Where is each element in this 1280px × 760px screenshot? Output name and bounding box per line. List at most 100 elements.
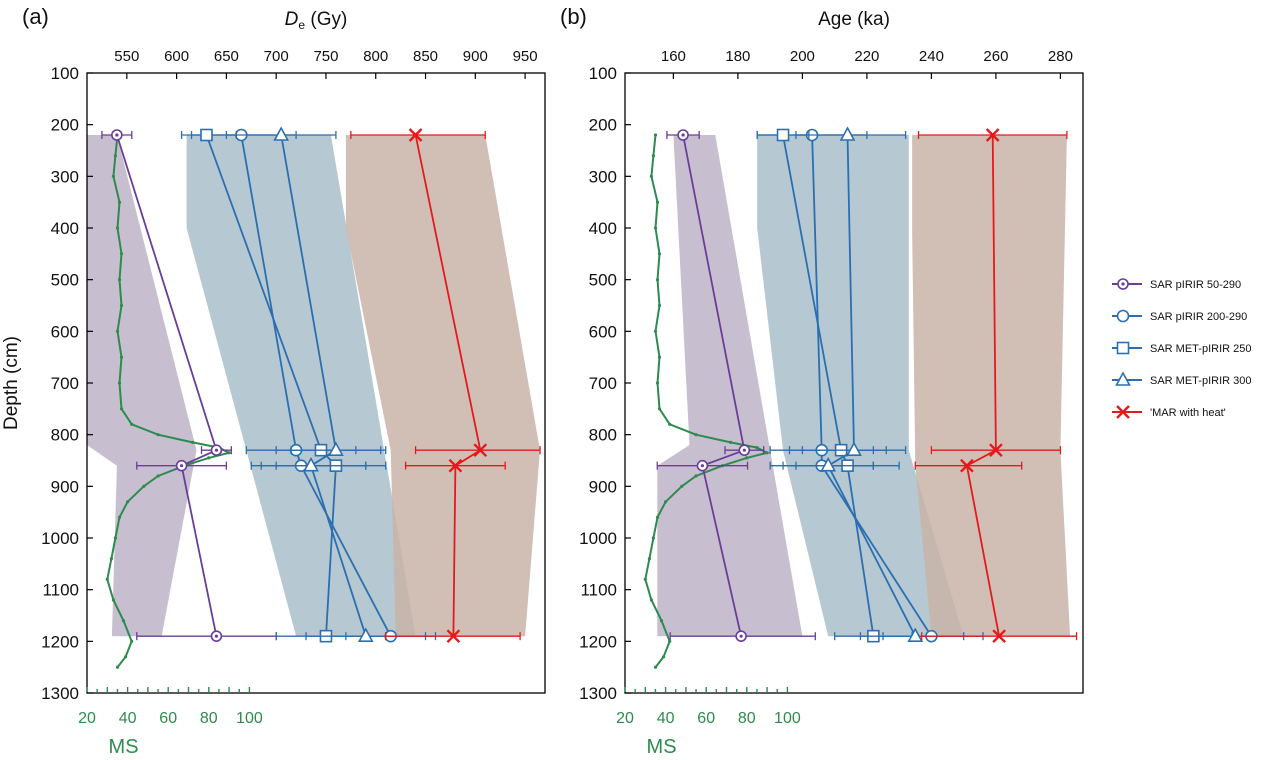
x-tick-label: 650: [214, 48, 239, 65]
ms-point: [657, 252, 662, 256]
y-tick-label: 1200: [579, 632, 617, 651]
x-tick-label: 950: [513, 48, 538, 65]
legend-label: SAR MET-pIRIR 250: [1150, 343, 1251, 355]
y-tick-label: 600: [589, 322, 617, 341]
y-tick-label: 700: [589, 374, 617, 393]
marker-triangle: [357, 627, 374, 642]
ms-point: [227, 451, 231, 455]
series-line: [965, 134, 1000, 637]
marker-square: [1116, 341, 1130, 355]
legend: SAR pIRIR 50-290 SAR pIRIR 200-290 SAR MET…: [1112, 278, 1251, 419]
ms-tick-label: 20: [616, 710, 634, 727]
panel-b: 100 200 300 400 500 600 700 800 900 1000 1100 1200 1…: [560, 4, 1084, 758]
x-tick-label: 750: [313, 48, 338, 65]
legend-label: SAR pIRIR 200-290: [1150, 311, 1247, 323]
marker-x: [448, 458, 463, 473]
x-tick-label: 800: [363, 48, 388, 65]
y-tick-label: 1200: [41, 632, 79, 651]
panel-a: 100 200 300 400 500 600 700 800 900 1000 1100 1200 1…: [1, 4, 546, 758]
ms-point: [653, 665, 658, 669]
series-line: [782, 134, 875, 637]
ms-point: [647, 557, 652, 561]
ms-point: [664, 500, 668, 504]
ms-point: [156, 433, 160, 437]
ms-point: [156, 474, 160, 478]
ms-point: [117, 200, 122, 204]
y-tick-label: 1000: [579, 529, 617, 548]
marker-x: [446, 629, 461, 644]
x-tick-label: 260: [983, 48, 1008, 65]
marker-circle: [1116, 309, 1130, 323]
ms-point: [115, 226, 120, 230]
ms-point: [119, 252, 124, 256]
ms-point: [105, 577, 109, 581]
legend-item: SAR pIRIR 50-290: [1112, 278, 1241, 291]
ms-point: [653, 329, 658, 333]
uncertainty-band: [657, 135, 803, 637]
ms-point: [115, 329, 120, 333]
y-tick-label: 1300: [41, 684, 79, 703]
y-tick-label: 1000: [41, 529, 79, 548]
ms-point: [657, 407, 662, 411]
x-tick-label: 240: [919, 48, 944, 65]
ms-point: [668, 422, 672, 426]
y-tick-label: 300: [51, 167, 79, 186]
x-tick-label: 850: [413, 48, 438, 65]
ms-point: [694, 474, 698, 478]
marker-x: [992, 629, 1006, 644]
marker-x: [985, 128, 1000, 142]
marker-triangle: [303, 456, 319, 472]
ms-point: [765, 451, 769, 455]
marker-triangle: [273, 126, 289, 141]
x-tick-label: 180: [725, 48, 750, 65]
uncertainty-band: [345, 135, 540, 637]
ms-point: [745, 456, 749, 460]
marker-x: [408, 128, 423, 142]
legend-item: 'MAR with heat': [1112, 405, 1226, 419]
legend-item: SAR pIRIR 200-290: [1112, 309, 1247, 323]
panel-label: (a): [22, 4, 49, 29]
marker-triangle: [328, 441, 344, 456]
uncertainty-band: [186, 135, 416, 637]
ms-tick-label: 40: [657, 710, 675, 727]
y-tick-label: 1100: [580, 581, 617, 600]
panel-label: (b): [560, 4, 587, 29]
ms-point: [142, 484, 146, 488]
ms-point: [117, 381, 122, 385]
ms-point: [119, 303, 124, 308]
marker-square: [200, 128, 213, 142]
marker-dot: [115, 133, 119, 137]
marker-dot: [214, 634, 219, 638]
ms-point: [651, 536, 656, 540]
ms-point: [117, 278, 122, 282]
ms-tick-label: 60: [697, 710, 715, 727]
ms-point: [653, 133, 658, 137]
series-line: [682, 134, 746, 637]
ms-tick-label: 100: [236, 710, 263, 727]
ms-point: [655, 200, 660, 204]
y-tick-label: 900: [51, 477, 79, 496]
ms-point: [130, 639, 134, 643]
ms-point: [124, 655, 128, 659]
marker-x: [960, 458, 974, 473]
ms-point: [651, 154, 656, 158]
ms-point: [653, 226, 658, 230]
series-line: [827, 134, 917, 637]
ms-point: [655, 278, 660, 282]
marker-triangle: [820, 456, 837, 472]
uncertainty-band: [912, 135, 1071, 637]
ms-tick-label: 40: [119, 710, 137, 727]
marker-x: [989, 443, 1003, 458]
ms-point: [662, 655, 666, 659]
x-tick-label: 220: [854, 48, 879, 65]
series-line: [205, 134, 337, 637]
marker-x: [1116, 405, 1130, 419]
marker-dot: [1121, 282, 1125, 286]
ms-point: [729, 440, 733, 444]
marker-dot: [681, 133, 685, 137]
marker-triangle: [907, 627, 924, 642]
ms-point: [755, 446, 759, 450]
legend-label: SAR pIRIR 50-290: [1150, 279, 1241, 291]
legend-item: SAR MET-pIRIR 250: [1112, 341, 1251, 355]
x-tick-label: 550: [114, 48, 139, 65]
